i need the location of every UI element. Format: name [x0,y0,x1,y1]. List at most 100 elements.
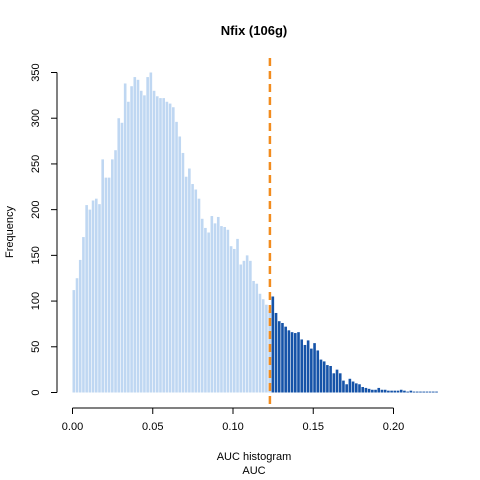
histogram-bar [277,321,281,393]
histogram-bar [85,205,88,393]
histogram-bar [114,150,117,393]
histogram-bar [338,373,342,393]
histogram-bars [72,72,438,393]
histogram-bar [329,365,332,393]
histogram-bar [380,389,384,393]
histogram-bar [345,384,348,393]
y-axis-title: Frequency [4,206,16,258]
y-tick-label: 100 [30,292,42,310]
histogram-bar [223,227,226,393]
histogram-bar [358,384,361,393]
histogram-bar [412,391,416,393]
histogram-bar [236,238,239,393]
histogram-bar [127,101,130,393]
histogram-bar [432,391,435,393]
histogram-bar [252,280,255,393]
histogram-bar [435,391,438,393]
histogram-bar [313,343,316,393]
histogram-bar [178,136,182,393]
histogram-bar [82,237,85,393]
y-tick-label: 50 [30,341,42,353]
histogram-bar [284,326,287,393]
histogram-bar [303,344,307,393]
histogram-bar [191,184,194,393]
histogram-bar [367,388,371,393]
histogram-bar [293,333,297,393]
histogram-bar [204,227,207,393]
histogram-bar [104,177,108,393]
histogram-bar [175,121,178,393]
histogram-bar [152,90,156,393]
histogram-bar [220,226,223,393]
histogram-bar [415,391,419,393]
histogram-bar [271,296,275,393]
histogram-bar [403,390,406,393]
histogram-bar [197,198,201,393]
y-tick-label: 300 [30,109,42,127]
histogram-bar [326,365,329,393]
y-tick-label: 350 [30,63,42,81]
histogram-bar [374,389,377,393]
histogram-bar [216,216,220,393]
histogram-bar [377,387,381,393]
histogram-bar [387,390,390,393]
x-axis: 0.00 0.05 0.10 0.15 0.20 [62,407,404,433]
histogram-bar [261,299,265,393]
histogram-bar [332,373,336,393]
histogram-bar [419,391,422,393]
histogram-bar [393,390,397,393]
histogram-bar [162,98,165,393]
histogram-bar [91,200,95,393]
x-tick-label: 0.20 [383,421,404,433]
histogram-bar [136,79,140,393]
histogram-bar [117,118,121,393]
histogram-bar [78,259,82,393]
histogram-bar [396,390,400,393]
histogram-bar [165,101,169,393]
histogram-bar [409,390,413,393]
histogram-bar [101,159,104,393]
x-tick-label: 0.00 [62,421,83,433]
histogram-bar [249,260,252,393]
histogram-bar [133,77,137,393]
histogram-bar [172,107,175,393]
histogram-bar [258,293,262,393]
histogram-bar [306,340,310,393]
histogram-bar [281,323,284,393]
histogram-bar [229,246,233,393]
histogram-bar [354,383,358,393]
histogram-bar [245,255,249,393]
histogram-bar [319,359,323,393]
histogram-bar [146,77,149,393]
histogram-bar [75,278,79,393]
histogram-bar [107,177,111,393]
x-tick-label: 0.15 [303,421,324,433]
histogram-bar [364,387,368,393]
histogram-bar [361,387,365,393]
histogram-bar [194,189,198,393]
histogram-bar [213,223,217,393]
histogram-bar [143,95,146,393]
histogram-bar [342,380,345,393]
histogram-bar [428,391,432,393]
histogram-bar [300,339,304,393]
histogram-bar [88,209,92,393]
histogram-bar [242,260,246,393]
histogram-bar [297,332,300,393]
x-axis-subtitle: AUC [242,465,265,477]
histogram-bar [94,198,98,393]
x-tick-label: 0.10 [222,421,243,433]
histogram-bar [149,72,153,393]
histogram-bar [111,159,114,393]
histogram-bar [290,332,294,393]
x-axis-title: AUC histogram [217,451,292,463]
histogram-bar [120,122,124,393]
histogram-bar [233,248,236,393]
histogram-bar [168,103,172,393]
histogram-bar [425,391,429,393]
histogram-bar [399,389,403,393]
histogram-bar [390,390,393,393]
histogram-bar [200,218,204,393]
histogram-bar [123,83,127,393]
histogram-bar [351,381,355,393]
